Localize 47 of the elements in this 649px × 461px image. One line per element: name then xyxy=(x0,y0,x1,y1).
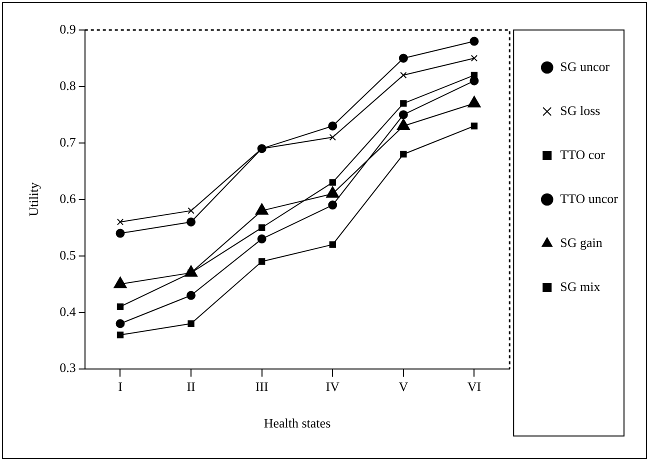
point xyxy=(258,258,266,265)
point xyxy=(116,218,124,226)
y-tick-label: 0.3 xyxy=(60,360,76,376)
y-tick-label: 0.5 xyxy=(60,247,76,262)
point xyxy=(186,217,196,226)
point xyxy=(116,228,125,238)
point xyxy=(188,207,194,214)
x-tick-label: I xyxy=(118,379,122,394)
y-tick-label: 0.6 xyxy=(60,190,76,206)
x-tick-label: II xyxy=(186,379,196,394)
legend-label: TTO uncor xyxy=(560,190,619,206)
legend-label: SG loss xyxy=(560,102,600,118)
y-axis-title: Utility xyxy=(26,182,42,216)
point xyxy=(188,320,194,327)
point xyxy=(116,332,124,338)
point xyxy=(470,122,478,130)
point xyxy=(398,110,408,120)
y-tick-label: 0.8 xyxy=(60,78,76,93)
y-tick-label: 0.9 xyxy=(60,21,76,36)
point xyxy=(400,72,407,78)
point xyxy=(470,72,478,78)
legend-label: SG mix xyxy=(560,278,601,294)
legend-label: SG gain xyxy=(560,234,603,250)
point xyxy=(329,179,336,186)
point xyxy=(400,150,407,158)
x-tick-label: III xyxy=(255,379,268,394)
point xyxy=(116,303,124,310)
x-tick-label: IV xyxy=(326,379,340,394)
point xyxy=(258,224,266,231)
legend-label: SG uncor xyxy=(560,58,610,74)
x-tick-label: V xyxy=(398,379,409,394)
point xyxy=(328,121,338,130)
point xyxy=(328,200,338,210)
point xyxy=(400,100,407,107)
point xyxy=(116,319,125,328)
legend-label: TTO cor xyxy=(560,146,606,162)
point xyxy=(257,234,266,244)
point xyxy=(470,54,478,62)
point xyxy=(398,54,408,63)
y-tick-label: 0.7 xyxy=(60,134,76,150)
point xyxy=(329,134,336,141)
x-tick-label: VI xyxy=(467,379,482,394)
x-axis-title: Health states xyxy=(264,416,331,431)
point xyxy=(186,290,196,300)
point xyxy=(470,36,479,46)
point xyxy=(329,241,336,248)
y-tick-label: 0.4 xyxy=(60,304,76,319)
